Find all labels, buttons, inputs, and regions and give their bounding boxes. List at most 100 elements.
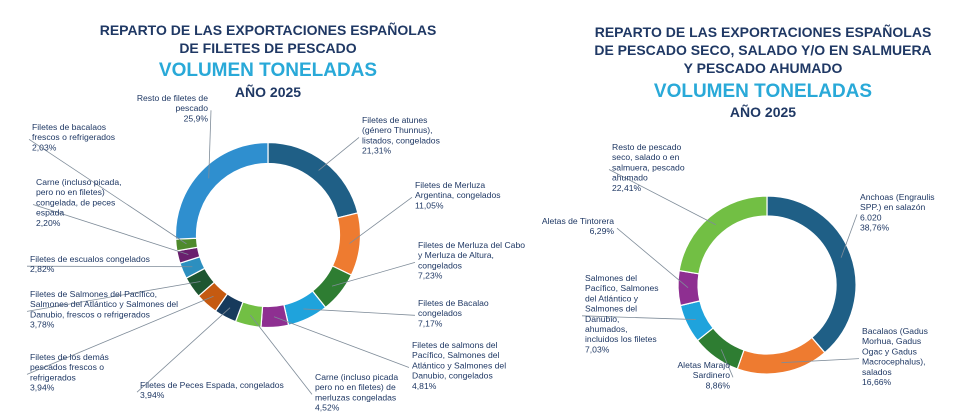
slice-name-line: Danubio, congelados [412, 371, 493, 381]
slice-name-line: Filetes de los demás [30, 352, 109, 362]
slice-name-line: incluidos los filetes [585, 334, 657, 344]
slice-name-line: Macrocephalus), [862, 357, 926, 367]
slice-name-line: congelados [418, 308, 462, 318]
slice-name-line: Atlántico y Salmones del [412, 360, 506, 370]
leader-line [616, 227, 689, 289]
slice-label: Salmones del Pacífico, Salmones del Atlánt… [585, 273, 659, 354]
leader-line [208, 110, 212, 179]
slice-name-line: pescado [176, 103, 209, 113]
slice-name-line: listados, congelados [362, 135, 440, 145]
leader-line [581, 315, 696, 320]
slice-label: Bacalaos (Gadus Morhua, Gadus Ogac y Gadus… [862, 326, 928, 387]
donut-slice [677, 269, 701, 307]
slice-label: Filetes de atunes (género Thunnus), listad… [362, 115, 440, 156]
slice-name-line: Salmones del [585, 273, 637, 283]
slice-name-line: Morhua, Gadus [862, 336, 921, 346]
donut-slice [766, 195, 857, 354]
slice-percent: 11,05% [415, 200, 444, 210]
slice-label: Carne (incluso picada pero no en filetes)… [315, 372, 398, 413]
donut-ring [174, 141, 362, 329]
slice-name-line: salados [862, 367, 892, 377]
leader-line [273, 316, 410, 368]
slice-name-line: Sardinero [693, 370, 730, 380]
slice-name-line: Resto de filetes de [137, 93, 208, 103]
chart-title-line: DE FILETES DE PESCADO [179, 40, 356, 56]
slice-label: Filetes de bacalaos frescos o refrigerado… [32, 122, 115, 152]
slice-percent: 3,78% [30, 320, 55, 330]
slice-name-line: Pacífico, Salmones del [412, 350, 500, 360]
donut-slice [267, 141, 359, 219]
slice-percent: 21,31% [362, 146, 392, 156]
slice-name-line: frescos o refrigerados [32, 132, 115, 142]
slice-percent: 8,86% [706, 380, 731, 390]
slice-label: Filetes de salmons del Pacífico, Salmones… [412, 340, 506, 391]
chart-year: AÑO 2025 [730, 103, 796, 120]
slice-name-line: ahumado [612, 173, 648, 183]
slice-name-line: Anchoas (Engraulis [860, 192, 935, 202]
slice-labels: Anchoas (Engraulis SPP.) en salazón 6.020 3… [542, 142, 935, 390]
slice-name-line: Filetes de Merluza del Cabo [418, 240, 525, 250]
slice-name-line: Pacífico, Salmones [585, 283, 659, 293]
slice-label: Carne (incluso picada, pero no en filetes… [36, 177, 122, 228]
leader-line [781, 358, 860, 364]
slice-label: Filetes de Salmones del Pacífico, Salmone… [30, 289, 178, 330]
slice-percent: 4,52% [315, 403, 340, 413]
slice-name-line: Aletas Marajo [677, 360, 730, 370]
slice-label: Filetes de los demás pescados frescos o re… [30, 352, 109, 393]
slice-name-line: salmuera, pescado [612, 162, 685, 172]
leader-line [26, 295, 214, 375]
slice-percent: 7,03% [585, 344, 610, 354]
slice-name-line: Resto de pescado [612, 142, 681, 152]
slice-percent: 2,20% [36, 218, 61, 228]
slice-name-line: SPP.) en salazón [860, 202, 926, 212]
slice-label: Anchoas (Engraulis SPP.) en salazón 6.020 3… [860, 192, 935, 233]
donut-slice [736, 336, 826, 375]
slice-name-line: Danubio, [585, 314, 619, 324]
slice-name-line: del Atlántico y [585, 293, 639, 303]
slice-name-line: espada [36, 208, 64, 218]
leader-line [331, 262, 416, 287]
slice-label: Filetes de escualos congelados 2,82% [30, 254, 150, 274]
slice-name-line: Salmones del Atlántico y Salmones del [30, 299, 178, 309]
slice-name-line: Carne (incluso picada [315, 372, 398, 382]
donut-slice [678, 195, 768, 275]
leader-line [28, 138, 187, 245]
slice-percent: 6,29% [590, 226, 615, 236]
slice-name-line: Aletas de Tintorera [542, 216, 614, 226]
slice-name-line: Argentina, congelados [415, 190, 501, 200]
slice-name-line: congelada, de peces [36, 197, 115, 207]
leader-line [349, 196, 413, 244]
donut-slice [260, 303, 290, 329]
leader-line [840, 214, 858, 258]
slice-name-line: seco, salado o en [612, 152, 680, 162]
slice-labels: Filetes de atunes (género Thunnus), listad… [30, 93, 525, 413]
leader-lines [581, 169, 860, 378]
slice-name-line: ahumados, [585, 324, 628, 334]
leader-line [608, 169, 717, 226]
slice-name-line: Filetes de escualos congelados [30, 254, 150, 264]
leader-line [26, 265, 193, 268]
slice-name-line: y Merluza de Altura, [418, 250, 494, 260]
leader-line [136, 307, 231, 393]
slice-percent: 38,76% [860, 223, 890, 233]
chart-title-line: DE PESCADO SECO, SALADO Y/O EN SALMUERA [594, 42, 931, 58]
donut-slice [331, 212, 362, 276]
slice-name-line: Filetes de salmons del [412, 340, 498, 350]
leader-line [318, 137, 360, 171]
slice-name-line: Bacalaos (Gadus [862, 326, 928, 336]
slice-name-line: pero no en filetes) [36, 187, 105, 197]
slice-name-line: pero no en filetes) de [315, 382, 396, 392]
slice-percent: 7,17% [418, 318, 443, 328]
slice-percent: 4,81% [412, 381, 437, 391]
slice-percent: 22,41% [612, 183, 642, 193]
slice-percent: 2,03% [32, 142, 57, 152]
slice-label: Filetes de Bacalao congelados 7,17% [418, 298, 489, 328]
leader-line [32, 204, 189, 255]
leader-line [720, 349, 734, 378]
slice-name-line: (género Thunnus), [362, 125, 433, 135]
leader-line [303, 308, 416, 316]
slice-label: Filetes de Peces Espada, congelados 3,94% [140, 380, 284, 400]
slice-label: Aletas de Tintorera 6,29% [542, 216, 614, 236]
chart-seco-salado: REPARTO DE LAS EXPORTACIONES ESPAÑOLAS D… [542, 23, 935, 390]
slice-name-line: refrigerados [30, 372, 76, 382]
